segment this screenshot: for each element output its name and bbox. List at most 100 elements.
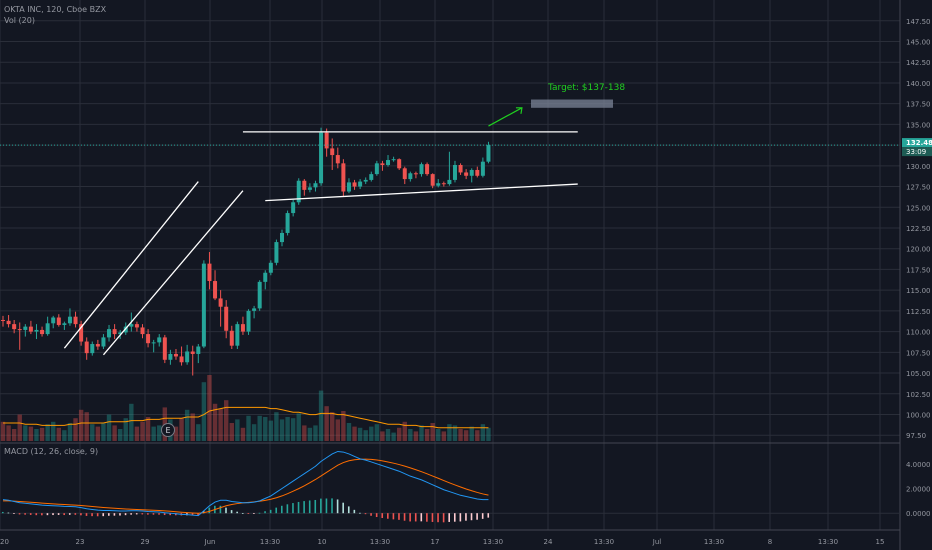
macd-histogram-bar [264,511,266,514]
flag-support-line [265,183,578,202]
candle-body [413,173,418,175]
candle-body [341,163,346,192]
candle-body [274,242,279,263]
volume-bar [369,426,374,441]
macd-histogram-bar [102,513,105,517]
volume-bar [430,423,435,441]
volume-bar [123,418,128,441]
macd-histogram-bar [130,513,132,515]
macd-signal-line [3,458,489,514]
volume-bar [117,429,123,441]
candle-body [246,310,251,332]
volume-bar [324,406,329,441]
macd-histogram-bar [414,513,417,522]
time-tick-label: 13:30 [818,538,838,546]
volume-bar [207,375,212,441]
price-tick-label: 110.00 [906,329,931,337]
volume-bar [419,425,424,441]
volume-bar [268,420,274,441]
chart-grid [0,0,901,550]
symbol-legend[interactable]: OKTA INC, 120, Cboe BZX [4,5,107,14]
volume-bar [480,424,486,441]
volume-bar [45,424,50,441]
volume-bar [469,426,474,441]
price-tick-label: 127.50 [906,184,931,192]
target-arrow-icon [488,107,523,127]
volume-bar [106,414,112,441]
macd-histogram-bar [91,513,93,517]
volume-bar [173,426,179,441]
candle-body [118,332,123,335]
candle-body [140,327,145,335]
macd-histogram-bar [191,513,194,516]
candle-body [79,324,84,342]
candle-body [73,316,78,325]
macd-histogram-bar [85,513,88,516]
candle-body [213,281,218,299]
volume-bar [84,412,89,441]
volume-bar [201,382,207,441]
macd-histogram-bar [342,502,344,514]
candle-body [480,161,485,176]
volume-bar [112,425,117,441]
candle-body [6,320,11,325]
macd-histogram-bar [308,500,311,514]
candle-body [486,145,491,162]
volume-bar [39,427,45,441]
candle-body [134,324,139,328]
price-tick-label: 145.00 [906,38,931,46]
volume-bar [436,429,441,441]
flag-pattern-drawing: Target: $137-138 [63,83,625,356]
macd-histogram-bar [141,513,144,515]
volume-bar [447,424,452,441]
candle-body [218,298,223,307]
macd-histogram-bar [63,513,65,516]
earnings-marker-icon [161,423,175,437]
macd-histogram-bar [465,513,467,521]
candle-body [84,341,89,354]
volume-ma-series [3,406,489,429]
time-tick-label: 29 [141,538,150,546]
time-tick-label: Jun [204,538,216,546]
macd-histogram-bar [158,513,160,515]
macd-histogram-bar [236,511,238,514]
macd-legend[interactable]: MACD (12, 26, close, 9) [4,447,99,456]
price-tick-label: 122.50 [906,225,931,233]
macd-histogram-bar [476,513,478,520]
volume-legend[interactable]: Vol (20) [4,16,35,25]
volume-bar [101,423,106,441]
countdown-badge [902,147,932,157]
macd-tick-label: 0.0000 [906,510,931,518]
volume-bar [441,431,447,441]
macd-histogram-bar [80,513,82,516]
candle-body [224,306,229,331]
candle-body [458,164,463,173]
candle-body [475,169,480,176]
macd-histogram-bar [13,513,15,514]
volume-bar [307,427,313,441]
time-tick-label: 15 [876,538,885,546]
candle-body [56,317,61,325]
candle-body [112,329,117,335]
candle-body [162,337,167,360]
macd-histogram-bar [426,513,428,522]
volume-bar [23,425,28,441]
candle-body [107,329,112,338]
candle-body [397,159,402,169]
candle-body [430,174,435,186]
countdown-value: 33:09 [906,148,926,156]
volume-bar [486,427,491,441]
volume-bar [184,409,190,441]
macd-histogram-bar [258,512,261,514]
candle-body [268,262,273,273]
time-tick-label: 23 [76,538,85,546]
candle-body [129,324,134,327]
time-tick-label: 17 [431,538,440,546]
price-tick-label: 117.50 [906,266,931,274]
macd-histogram-bar [453,513,456,522]
flagpole-upper-line [63,181,199,349]
candle-body [45,323,50,335]
volume-bars [0,375,491,441]
candle-body [95,344,100,347]
